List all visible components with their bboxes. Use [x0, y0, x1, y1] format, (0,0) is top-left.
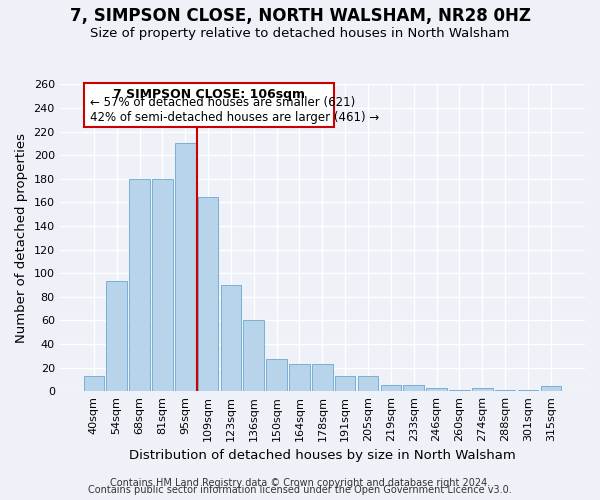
Bar — [152, 179, 173, 391]
Bar — [289, 364, 310, 391]
Text: Contains public sector information licensed under the Open Government Licence v3: Contains public sector information licen… — [88, 485, 512, 495]
Bar — [221, 285, 241, 391]
Bar — [541, 386, 561, 391]
Bar — [129, 179, 150, 391]
Bar — [472, 388, 493, 391]
Bar — [335, 376, 355, 391]
Y-axis label: Number of detached properties: Number of detached properties — [15, 133, 28, 343]
Bar — [106, 282, 127, 391]
Bar — [449, 390, 470, 391]
Bar — [380, 386, 401, 391]
Bar — [427, 388, 447, 391]
Bar — [198, 196, 218, 391]
Bar — [175, 144, 196, 391]
Bar — [518, 390, 538, 391]
Bar — [244, 320, 264, 391]
Bar — [358, 376, 379, 391]
Text: 7 SIMPSON CLOSE: 106sqm: 7 SIMPSON CLOSE: 106sqm — [113, 88, 305, 101]
Bar — [403, 386, 424, 391]
Text: 7, SIMPSON CLOSE, NORTH WALSHAM, NR28 0HZ: 7, SIMPSON CLOSE, NORTH WALSHAM, NR28 0H… — [70, 8, 530, 26]
Bar — [495, 390, 515, 391]
Text: 42% of semi-detached houses are larger (461) →: 42% of semi-detached houses are larger (… — [91, 111, 380, 124]
Bar — [266, 360, 287, 391]
Bar — [312, 364, 332, 391]
Text: Contains HM Land Registry data © Crown copyright and database right 2024.: Contains HM Land Registry data © Crown c… — [110, 478, 490, 488]
Text: ← 57% of detached houses are smaller (621): ← 57% of detached houses are smaller (62… — [91, 96, 356, 110]
X-axis label: Distribution of detached houses by size in North Walsham: Distribution of detached houses by size … — [129, 450, 516, 462]
Text: Size of property relative to detached houses in North Walsham: Size of property relative to detached ho… — [91, 28, 509, 40]
Bar — [83, 84, 334, 127]
Bar — [83, 376, 104, 391]
